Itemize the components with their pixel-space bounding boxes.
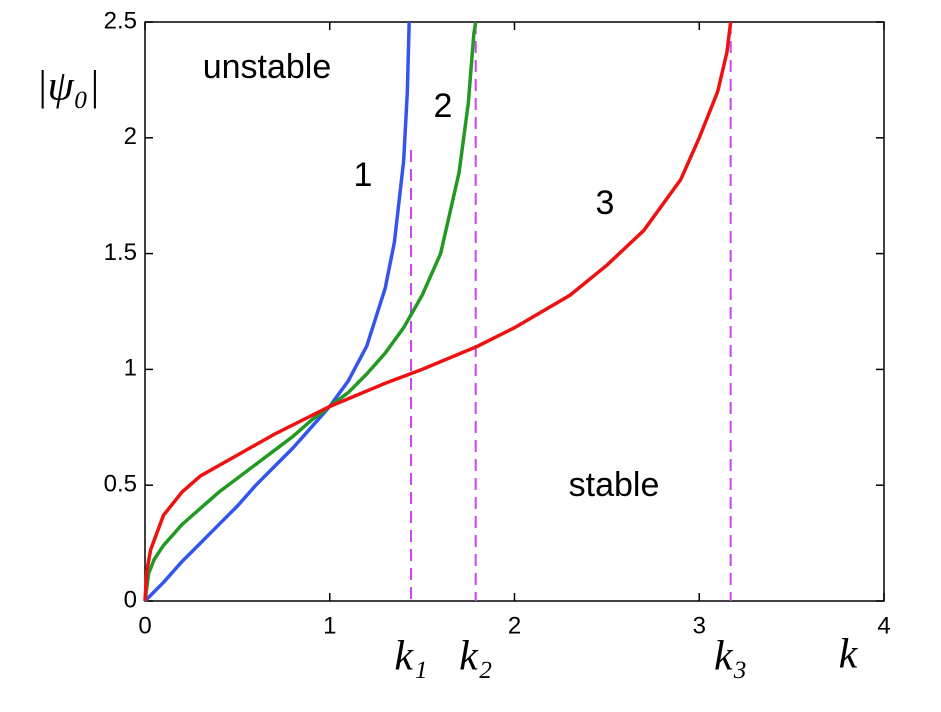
x-tick-label: 1 (323, 612, 336, 639)
region-label: stable (569, 466, 660, 504)
x-tick-label: 3 (693, 612, 706, 639)
plot-frame (144, 21, 885, 602)
curve (143, 21, 733, 602)
x-axis-label: k (839, 632, 859, 678)
threshold-label: k₃ (714, 634, 747, 680)
y-tick-label: 1 (124, 355, 137, 382)
threshold-label: k₁ (394, 634, 427, 680)
x-tick-label: 4 (877, 612, 890, 639)
x-tick-label: 0 (138, 612, 151, 639)
y-axis-label: |ψ₀| (36, 64, 100, 110)
curve (143, 21, 411, 603)
y-tick-label: 1.5 (104, 239, 137, 266)
x-tick-label: 2 (508, 612, 521, 639)
y-tick-label: 0.5 (104, 471, 137, 498)
curve-label: 1 (354, 156, 373, 194)
region-label: unstable (203, 48, 332, 86)
curve (143, 21, 478, 602)
curve-label: 3 (596, 184, 615, 222)
y-tick-label: 0 (124, 586, 137, 613)
curve-label: 2 (434, 87, 453, 125)
y-tick-label: 2 (124, 123, 137, 150)
threshold-label: k₂ (459, 634, 492, 680)
y-tick-label: 2.5 (104, 7, 137, 34)
